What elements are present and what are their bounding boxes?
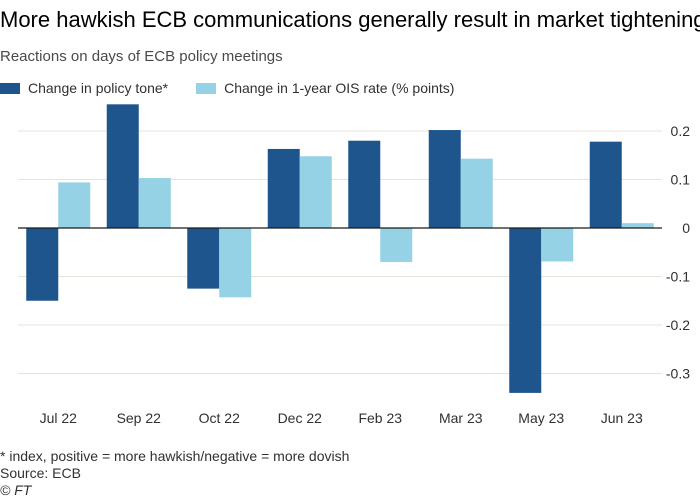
bar-policy-tone (348, 140, 381, 228)
bar-policy-tone (26, 228, 59, 301)
y-tick-label: -0.1 (666, 269, 690, 285)
chart-title: More hawkish ECB communications generall… (0, 7, 700, 32)
bar-ois-rate (58, 182, 91, 228)
x-tick-label: Mar 23 (439, 410, 483, 426)
bar-ois-rate (541, 228, 574, 262)
y-tick-label: 0 (682, 220, 690, 236)
bar-policy-tone (589, 141, 622, 228)
ft-credit: © FT (0, 482, 32, 498)
y-tick-label: -0.2 (666, 317, 690, 333)
x-tick-label: May 23 (518, 410, 564, 426)
bar-ois-rate (460, 158, 493, 228)
bar-policy-tone (267, 148, 300, 228)
legend-item-ois-rate: Change in 1-year OIS rate (% points) (196, 80, 454, 96)
legend-swatch-ois-rate (196, 82, 217, 94)
bar-policy-tone (428, 130, 461, 228)
source-note: Source: ECB (0, 465, 81, 481)
legend-label-policy-tone: Change in policy tone* (28, 80, 169, 96)
bar-ois-rate (380, 228, 413, 262)
x-tick-label: Feb 23 (358, 410, 402, 426)
bar-policy-tone (187, 228, 220, 289)
x-tick-label: Dec 22 (278, 410, 323, 426)
y-tick-label: 0.2 (671, 123, 691, 139)
x-tick-label: Jul 22 (40, 410, 78, 426)
y-tick-label: -0.3 (666, 366, 690, 382)
x-tick-label: Oct 22 (199, 410, 240, 426)
legend-swatch-policy-tone (0, 82, 20, 94)
x-tick-label: Jun 23 (601, 410, 643, 426)
legend-item-policy-tone: Change in policy tone* (0, 80, 168, 96)
bar-ois-rate (219, 228, 252, 298)
legend: Change in policy tone* Change in 1-year … (0, 80, 482, 96)
legend-label-ois-rate: Change in 1-year OIS rate (% points) (224, 80, 455, 96)
bar-policy-tone (106, 104, 139, 228)
x-tick-label: Sep 22 (117, 410, 162, 426)
chart-subtitle: Reactions on days of ECB policy meetings (0, 48, 283, 65)
bar-ois-rate (621, 223, 654, 228)
bar-ois-rate (138, 178, 171, 228)
bar-ois-rate (299, 156, 332, 228)
bar-policy-tone (509, 228, 542, 393)
y-tick-label: 0.1 (671, 172, 691, 188)
footnote: * index, positive = more hawkish/negativ… (0, 448, 350, 464)
